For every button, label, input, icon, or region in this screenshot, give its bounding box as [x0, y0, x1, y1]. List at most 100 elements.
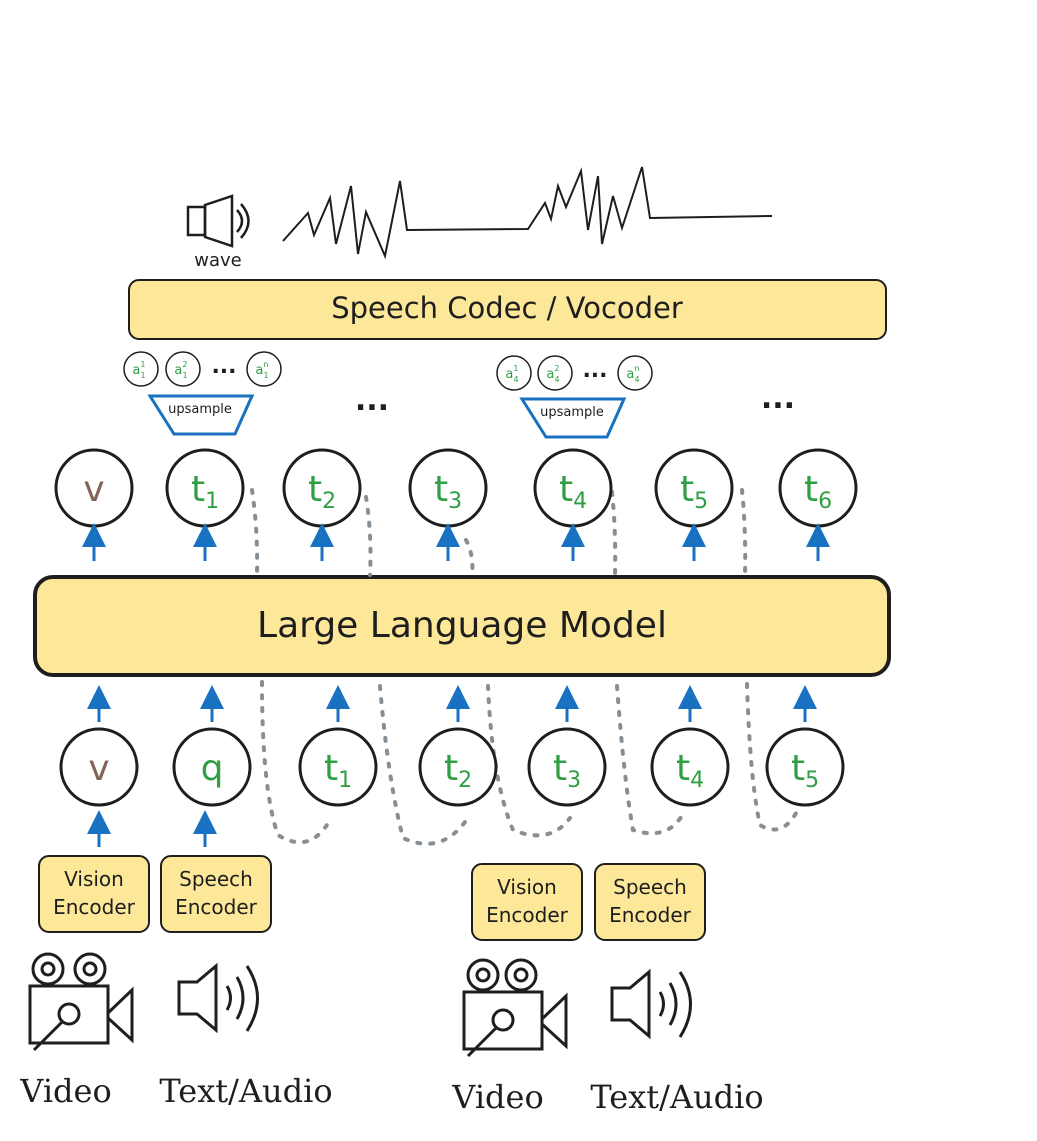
input-token-label: t2	[444, 748, 472, 793]
encoder-box	[471, 863, 583, 941]
vocoder-box	[128, 279, 887, 340]
output-token-5: t4	[533, 448, 613, 561]
upsample-label-2: upsample	[540, 405, 604, 420]
input-token-label: v	[88, 748, 109, 789]
output-token-label: t5	[680, 469, 708, 514]
encoder-label-line1: Speech	[179, 867, 253, 891]
input-token-6: t4	[650, 685, 730, 807]
output-token-label: t2	[308, 469, 336, 514]
upsample-block-1: upsample	[147, 394, 255, 436]
caption-video-1: Video	[19, 1072, 111, 1110]
audio-token-circle	[165, 351, 201, 387]
token-subscript: 4	[573, 489, 587, 514]
audio-token-label: a2 4	[546, 364, 559, 384]
input-token-circle	[59, 727, 139, 807]
token-subscript: 6	[818, 489, 832, 514]
token-base: q	[201, 748, 224, 789]
upsample-label-1: upsample	[168, 402, 232, 417]
token-base: t	[191, 469, 205, 510]
output-token-label: t3	[434, 469, 462, 514]
token-subscript: 5	[694, 489, 708, 514]
llm-box	[33, 575, 891, 677]
encoder-label-line2: Encoder	[609, 903, 692, 927]
output-token-label: t1	[191, 469, 219, 514]
input-token-circle	[172, 727, 252, 807]
audio-token-circle	[246, 351, 282, 387]
speech-encoder-4: Speech Encoder	[594, 863, 706, 941]
input-token-circle	[298, 727, 378, 807]
video-camera-icon-2	[462, 958, 568, 1058]
input-token-label: t3	[553, 748, 581, 793]
vision-encoder-1: Vision Encoder	[38, 855, 150, 933]
input-token-2: q	[172, 685, 252, 807]
encoder-label-line1: Vision	[497, 875, 557, 899]
token-base: t	[676, 748, 690, 789]
speaker-icon-1	[177, 962, 259, 1034]
output-token-label: v	[83, 469, 104, 510]
input-token-7: t5	[765, 685, 845, 807]
input-token-circle	[765, 727, 845, 807]
encoder-box	[38, 855, 150, 933]
caption-video-2: Video	[451, 1078, 543, 1116]
token-base: t	[791, 748, 805, 789]
caption-text-audio-2: Text/Audio	[590, 1078, 763, 1116]
input-token-label: t5	[791, 748, 819, 793]
token-base: t	[434, 469, 448, 510]
wave-label: wave	[194, 250, 241, 271]
token-subscript: 4	[690, 768, 704, 793]
caption-text-audio-1: Text/Audio	[159, 1072, 332, 1110]
input-token-circle	[527, 727, 607, 807]
speaker-wave-icon	[186, 194, 250, 248]
input-token-1: v	[59, 685, 139, 807]
audio-token-circle	[496, 355, 532, 391]
input-token-label: t4	[676, 748, 704, 793]
output-token-7: t6	[778, 448, 858, 561]
input-token-circle	[418, 727, 498, 807]
token-subscript: 3	[567, 768, 581, 793]
audio-token-label: an 1	[255, 360, 268, 380]
token-base: v	[88, 748, 109, 789]
waveform	[282, 166, 773, 260]
encoder-label-line2: Encoder	[175, 895, 258, 919]
input-token-5: t3	[527, 685, 607, 807]
audio-token-circle	[537, 355, 573, 391]
token-subscript: 5	[805, 768, 819, 793]
token-base: t	[804, 469, 818, 510]
ellipsis-right: ...	[761, 381, 795, 416]
audio-token-circle	[617, 355, 653, 391]
speaker-icon-2	[610, 968, 692, 1040]
token-base: t	[324, 748, 338, 789]
input-token-4: t2	[418, 685, 498, 807]
input-token-label: q	[201, 748, 224, 789]
vision-encoder-3: Vision Encoder	[471, 863, 583, 941]
token-subscript: 1	[205, 489, 219, 514]
video-camera-icon-1	[28, 952, 134, 1052]
input-token-label: t1	[324, 748, 352, 793]
encoder-label-line2: Encoder	[53, 895, 136, 919]
output-token-2: t1	[165, 448, 245, 561]
audio-token-label: a1 4	[505, 364, 518, 384]
output-token-6: t5	[654, 448, 734, 561]
audio-token-group-1: a1 1 a2 1 an 1...	[123, 351, 282, 387]
input-token-3: t1	[298, 685, 378, 807]
input-token-circle	[650, 727, 730, 807]
audio-ellipsis: ...	[211, 354, 236, 379]
token-base: t	[444, 748, 458, 789]
vocoder-label: Speech Codec / Vocoder	[331, 291, 683, 325]
autoregressive-loops	[250, 488, 802, 846]
output-token-3: t2	[282, 448, 362, 561]
llm-label: Large Language Model	[257, 605, 667, 646]
audio-token-group-2: a1 4 a2 4 an 4...	[496, 355, 653, 391]
token-subscript: 2	[458, 768, 472, 793]
ellipsis-mid: ...	[355, 383, 389, 418]
output-token-4: t3	[408, 448, 488, 561]
audio-token-label: a1 1	[132, 360, 145, 380]
audio-ellipsis: ...	[582, 358, 607, 383]
token-base: t	[308, 469, 322, 510]
audio-token-circle	[123, 351, 159, 387]
token-base: t	[559, 469, 573, 510]
speech-encoder-2: Speech Encoder	[160, 855, 272, 933]
output-token-label: t4	[559, 469, 587, 514]
token-base: v	[83, 469, 104, 510]
